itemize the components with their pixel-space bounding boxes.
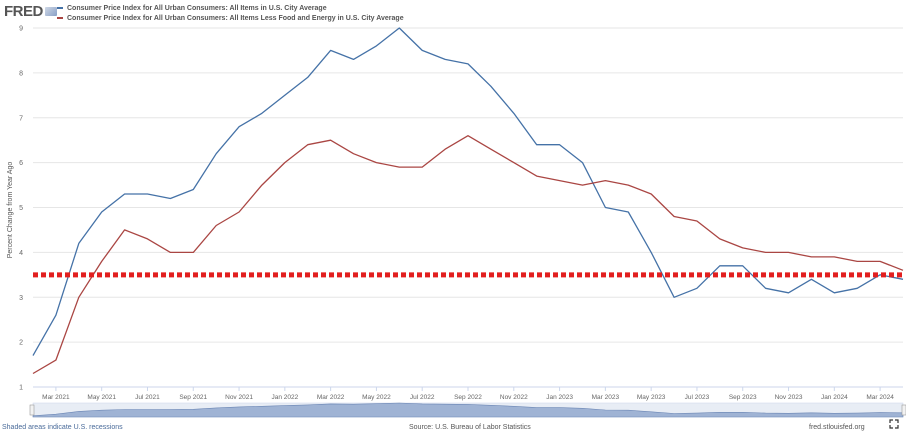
fred-logo-graph-icon xyxy=(44,7,57,16)
x-tick-label: Mar 2021 xyxy=(42,394,70,401)
y-tick-label: 7 xyxy=(19,115,23,122)
legend-label-all-items: Consumer Price Index for All Urban Consu… xyxy=(67,4,327,12)
x-tick-label: Nov 2023 xyxy=(775,394,803,401)
x-tick-label: Mar 2022 xyxy=(317,394,345,401)
x-tick-label: May 2021 xyxy=(87,394,116,401)
series-lines xyxy=(32,27,904,375)
x-tick-label: Jan 2024 xyxy=(821,394,848,401)
legend-swatch-all-items xyxy=(57,7,63,9)
x-axis: Mar 2021 May 2021 Jul 2021 Sep 2021 Nov 2021… xyxy=(33,386,903,401)
legend-item-core[interactable]: Consumer Price Index for All Urban Consu… xyxy=(57,13,404,23)
fullscreen-icon[interactable] xyxy=(889,419,899,429)
legend-swatch-core xyxy=(57,17,63,19)
x-tick-label: Mar 2024 xyxy=(866,394,894,401)
x-tick-label: Nov 2021 xyxy=(225,394,253,401)
legend-item-all-items[interactable]: Consumer Price Index for All Urban Consu… xyxy=(57,3,404,13)
recession-note: Shaded areas indicate U.S. recessions xyxy=(2,424,123,431)
navigator-handle-right[interactable] xyxy=(901,404,906,416)
fred-logo-text: FRED xyxy=(4,3,43,20)
legend-label-core: Consumer Price Index for All Urban Consu… xyxy=(67,14,404,22)
x-tick-label: Sep 2022 xyxy=(454,394,482,401)
y-axis-title: Percent Change from Year Ago xyxy=(7,162,14,259)
navigator-handle-left[interactable] xyxy=(29,404,35,416)
y-tick-label: 3 xyxy=(19,295,23,302)
x-tick-label: May 2022 xyxy=(362,394,391,401)
y-tick-label: 2 xyxy=(19,340,23,347)
navigator-series-area xyxy=(32,402,904,418)
source-note: Source: U.S. Bureau of Labor Statistics xyxy=(409,424,531,431)
series-line-core[interactable] xyxy=(32,135,904,375)
x-tick-label: Nov 2022 xyxy=(500,394,528,401)
y-tick-label: 1 xyxy=(19,385,23,392)
x-tick-label: Sep 2023 xyxy=(729,394,757,401)
y-tick-label: 4 xyxy=(19,250,23,257)
x-tick-label: Jul 2023 xyxy=(685,394,710,401)
y-tick-label: 5 xyxy=(19,205,23,212)
x-tick-label: Jul 2021 xyxy=(135,394,160,401)
x-tick-label: Mar 2023 xyxy=(592,394,620,401)
x-tick-label: May 2023 xyxy=(637,394,666,401)
chart-legend: Consumer Price Index for All Urban Consu… xyxy=(57,3,404,23)
y-tick-label: 6 xyxy=(19,160,23,167)
x-tick-label: Jul 2022 xyxy=(410,394,435,401)
x-tick-label: Jan 2023 xyxy=(546,394,573,401)
y-tick-label: 9 xyxy=(19,26,23,33)
x-tick-label: Sep 2021 xyxy=(179,394,207,401)
x-tick-label: Jan 2022 xyxy=(271,394,298,401)
fred-url-link[interactable]: fred.stlouisfed.org xyxy=(809,424,865,431)
grid-lines xyxy=(33,27,903,388)
y-axis: 1 2 3 4 5 6 7 8 9 xyxy=(19,26,23,392)
fred-logo[interactable]: FRED xyxy=(4,3,57,20)
range-navigator[interactable] xyxy=(29,402,906,429)
y-tick-label: 8 xyxy=(19,70,23,77)
series-line-all-items[interactable] xyxy=(32,27,904,356)
